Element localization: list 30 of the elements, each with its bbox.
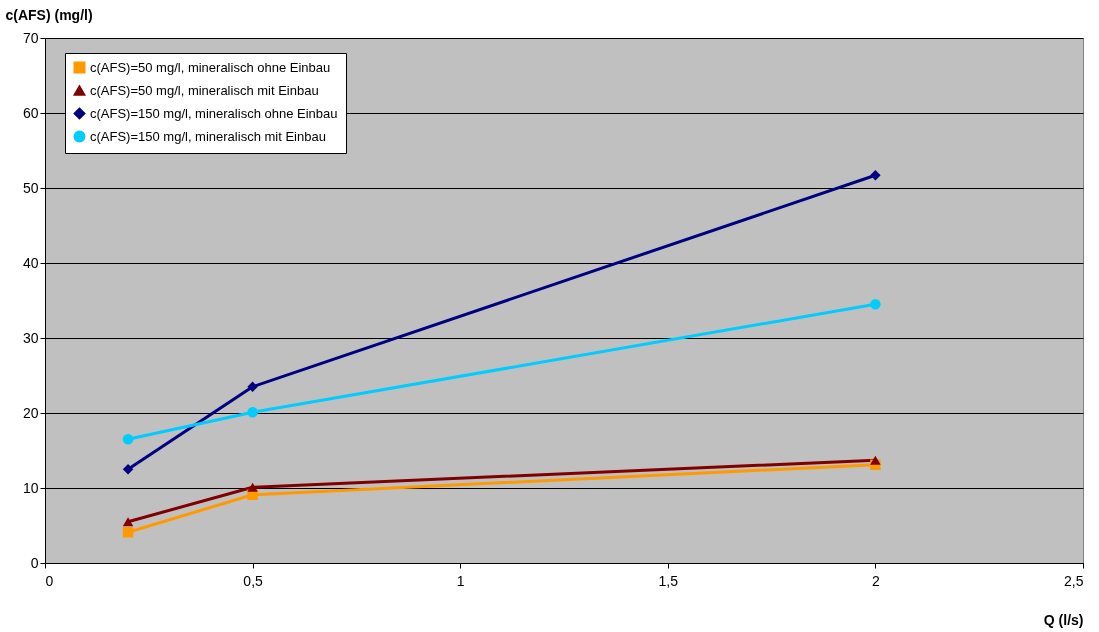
point (870, 299, 881, 310)
point (247, 482, 258, 492)
y-tick-label: 60 (22, 104, 39, 121)
y-axis-title: c(AFS) (mg/l) (5, 6, 93, 23)
x-tick-label: 2,5 (1064, 572, 1084, 589)
legend-label: c(AFS)=150 mg/l, mineralisch mit Einbau (90, 128, 326, 144)
y-tick-label: 50 (22, 179, 39, 196)
legend-label: c(AFS)=150 mg/l, mineralisch ohne Einbau (90, 105, 338, 121)
point (122, 464, 134, 475)
point (870, 170, 881, 181)
point (122, 517, 134, 527)
point (247, 407, 258, 418)
x-tick-label: 0,5 (243, 572, 264, 589)
y-tick-label: 0 (30, 554, 39, 571)
point (122, 434, 134, 445)
x-tick-label: 0 (45, 572, 54, 589)
x-tick-label: 1 (456, 572, 465, 589)
x-tick-label: 1,5 (658, 572, 679, 589)
legend-label: c(AFS)=50 mg/l, mineralisch ohne Einbau (90, 59, 331, 75)
point (247, 381, 258, 392)
y-tick-label: 40 (22, 254, 39, 271)
point (870, 455, 881, 465)
x-tick-label: 2 (872, 572, 880, 589)
x-axis-title: Q (l/s) (1043, 611, 1084, 628)
legend-label: c(AFS)=50 mg/l, mineralisch mit Einbau (90, 82, 319, 98)
y-tick-label: 10 (22, 479, 39, 496)
y-tick-label: 20 (22, 404, 39, 421)
y-tick-label: 70 (22, 29, 39, 46)
y-tick-label: 30 (22, 329, 39, 346)
point (122, 527, 134, 538)
